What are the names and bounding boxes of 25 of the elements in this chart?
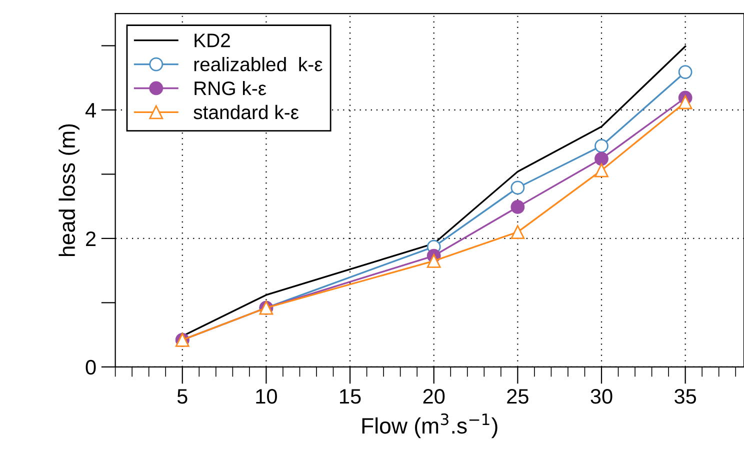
x-tick-label: 25 <box>507 389 528 404</box>
y-axis-title: head loss (m) <box>58 124 80 256</box>
legend-label: KD2 <box>194 34 230 48</box>
legend-label: standard k-ε <box>194 104 299 120</box>
point <box>510 225 525 239</box>
x-tick-label: 20 <box>423 389 445 404</box>
point <box>510 200 525 214</box>
point <box>594 138 608 153</box>
point <box>594 152 608 166</box>
x-tick-label: 10 <box>256 389 277 404</box>
point <box>594 163 608 178</box>
x-tick-label: 35 <box>674 389 696 404</box>
y-tick-label: 4 <box>85 103 96 118</box>
x-tick-label: 30 <box>590 389 612 404</box>
x-axis-title: Flow (m$^{3}$.s$^{−1}$) <box>362 413 498 438</box>
point <box>678 95 692 110</box>
x-tick-label: 5 <box>177 389 188 404</box>
legend-label: realizabled k-ε <box>194 56 322 72</box>
point <box>510 180 525 195</box>
point <box>426 254 441 268</box>
y-tick-label: 2 <box>86 231 96 246</box>
y-tick-label: 0 <box>86 360 96 375</box>
legend-label: RNG k-ε <box>194 80 266 96</box>
point <box>678 65 692 79</box>
x-tick-label: 15 <box>340 389 361 404</box>
